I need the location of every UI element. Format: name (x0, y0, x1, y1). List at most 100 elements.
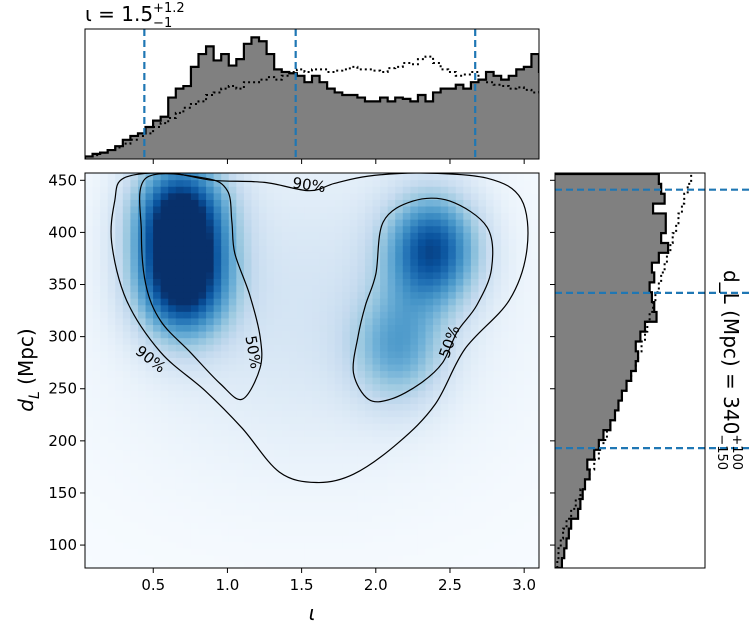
heatmap-cell (92, 436, 101, 444)
heatmap-cell (137, 469, 147, 477)
heatmap-cell (342, 429, 351, 437)
heatmap-cell (183, 324, 192, 332)
heatmap-cell (357, 232, 366, 240)
heatmap-cell (137, 396, 147, 405)
heatmap-cell (221, 357, 230, 365)
heatmap-cell (130, 515, 139, 523)
heatmap-cell (130, 324, 139, 332)
heatmap-cell (531, 475, 539, 484)
heatmap-cell (327, 442, 336, 451)
heatmap-cell (319, 317, 328, 326)
heatmap-cell (523, 390, 533, 398)
heatmap-cell (440, 495, 449, 503)
heatmap-cell (342, 258, 351, 266)
heatmap-cell (296, 554, 306, 563)
heatmap-cell (395, 436, 404, 444)
heatmap-cell (122, 317, 131, 326)
heatmap-cell (190, 337, 200, 345)
heatmap-cell (296, 232, 306, 240)
heatmap-cell (274, 192, 283, 200)
heatmap-cell (251, 205, 260, 214)
heatmap-cell (251, 383, 260, 391)
heatmap-cell (206, 502, 215, 510)
dL-frame (554, 172, 706, 569)
heatmap-cell (122, 311, 131, 319)
heatmap-cell (493, 482, 502, 490)
heatmap-cell (486, 449, 495, 457)
heatmap-cell (463, 449, 472, 457)
heatmap-cell (402, 337, 411, 345)
heatmap-cell (486, 528, 495, 536)
heatmap-cell (410, 370, 419, 378)
heatmap-cell (259, 528, 268, 536)
heatmap-cell (206, 410, 215, 418)
heatmap-cell (523, 541, 533, 549)
heatmap-cell (425, 554, 434, 563)
heatmap-cell (433, 436, 442, 444)
heatmap-cell (137, 489, 147, 497)
heatmap-cell (228, 199, 237, 207)
heatmap-cell (440, 548, 449, 556)
heatmap-cell (342, 238, 351, 247)
heatmap-cell (243, 291, 253, 299)
heatmap-cell (455, 192, 464, 200)
heatmap-cell (501, 554, 510, 563)
heatmap-cell (327, 258, 336, 266)
heatmap-cell (508, 238, 517, 247)
heatmap-cell (153, 291, 162, 299)
heatmap-cell (160, 265, 169, 273)
heatmap-cell (327, 350, 336, 358)
heatmap-cell (85, 423, 94, 431)
heatmap-cell (395, 278, 404, 286)
heatmap-cell (122, 489, 131, 497)
heatmap-cell (274, 515, 283, 523)
heatmap-cell (183, 429, 192, 437)
heatmap-cell (213, 482, 222, 490)
heatmap-cell (508, 271, 517, 279)
heatmap-cell (137, 508, 147, 516)
heatmap-cell (319, 199, 328, 207)
heatmap-cell (380, 429, 389, 437)
heatmap-cell (296, 475, 306, 484)
heatmap-cell (470, 469, 480, 477)
heatmap-cell (523, 173, 533, 181)
heatmap-cell (349, 344, 358, 352)
heatmap-cell (168, 495, 177, 503)
heatmap-cell (92, 423, 101, 431)
heatmap-cell (357, 469, 366, 477)
heatmap-cell (455, 416, 464, 424)
heatmap-cell (410, 449, 419, 457)
heatmap-cell (410, 311, 419, 319)
heatmap-cell (508, 403, 517, 411)
contour-label: 90% (291, 174, 327, 196)
heatmap-cell (130, 416, 139, 424)
heatmap-cell (221, 271, 230, 279)
heatmap-cell (130, 258, 139, 266)
heatmap-cell (448, 548, 457, 556)
heatmap-cell (478, 383, 487, 391)
heatmap-cell (402, 548, 411, 556)
heatmap-cell (455, 179, 464, 187)
heatmap-cell (372, 337, 381, 345)
heatmap-cell (100, 252, 109, 260)
heatmap-cell (433, 456, 442, 464)
heatmap-cell (334, 403, 343, 411)
heatmap-cell (115, 337, 124, 345)
heatmap-cell (425, 489, 434, 497)
heatmap-cell (122, 416, 131, 424)
heatmap-cell (175, 265, 184, 273)
heatmap-cell (357, 370, 366, 378)
heatmap-cell (115, 344, 124, 352)
heatmap-cell (364, 442, 374, 451)
y-axis-label: dL (Mpc) (14, 328, 43, 411)
heatmap-cell (115, 554, 124, 563)
heatmap-cell (168, 324, 177, 332)
heatmap-cell (251, 515, 260, 523)
heatmap-cell (349, 219, 358, 227)
heatmap-cell (115, 456, 124, 464)
heatmap-cell (395, 291, 404, 299)
heatmap-cell (417, 199, 427, 207)
heatmap-cell (380, 363, 389, 372)
heatmap-cell (274, 390, 283, 398)
heatmap-cell (206, 442, 215, 451)
